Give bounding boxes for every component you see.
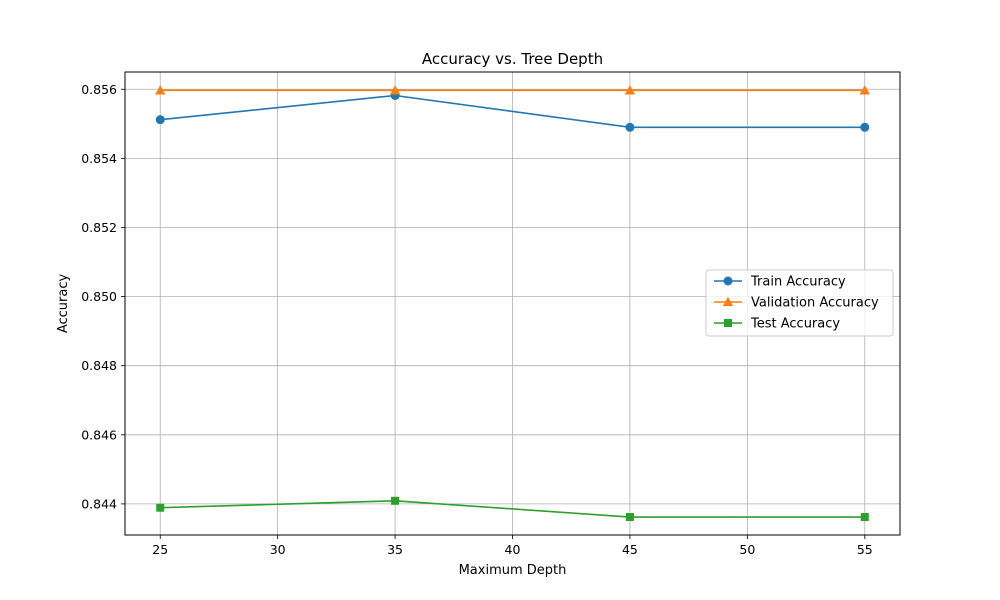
- test-accuracy-point: [156, 503, 165, 512]
- validation-accuracy-point: [624, 85, 636, 95]
- train-accuracy-point: [860, 122, 870, 132]
- test-accuracy-point: [625, 513, 634, 522]
- y-tick-label: 0.850: [81, 289, 117, 304]
- chart-title: Accuracy vs. Tree Depth: [422, 50, 603, 68]
- validation-accuracy-series: [155, 85, 870, 95]
- legend-item-test-accuracy: Test Accuracy: [714, 317, 840, 332]
- x-axis-title: Maximum Depth: [459, 563, 567, 578]
- test-accuracy-point: [391, 496, 400, 505]
- x-tick-label: 25: [152, 542, 168, 557]
- series-group: [155, 85, 870, 522]
- legend: Train Accuracy Validation Accuracy Test Ac…: [705, 269, 894, 337]
- x-tick-label: 50: [739, 542, 755, 557]
- legend-label: Test Accuracy: [750, 317, 840, 332]
- legend-marker: [722, 296, 734, 307]
- y-axis-title: Accuracy: [56, 274, 71, 334]
- ticks: 25 30 35 40 45 50 55 0.844 0.846 0.848 0.850 0.852 0…: [81, 82, 873, 557]
- x-tick-label: 45: [622, 542, 638, 557]
- test-accuracy-point: [860, 513, 869, 522]
- y-tick-label: 0.846: [81, 427, 117, 442]
- validation-accuracy-point: [389, 85, 401, 95]
- x-tick-label: 40: [505, 542, 521, 557]
- train-accuracy-point: [625, 122, 635, 132]
- x-tick-label: 35: [387, 542, 403, 557]
- validation-accuracy-point: [155, 85, 166, 95]
- test-accuracy-line: [160, 499, 865, 518]
- legend-item-validation-accuracy: Validation Accuracy: [714, 296, 879, 311]
- y-tick-label: 0.852: [81, 220, 117, 235]
- y-tick-label: 0.844: [81, 496, 117, 511]
- test-accuracy-series: [156, 496, 869, 522]
- validation-accuracy-point: [859, 85, 870, 95]
- legend-item-train-accuracy: Train Accuracy: [714, 275, 846, 290]
- y-tick-label: 0.848: [81, 358, 117, 373]
- legend-label: Train Accuracy: [750, 275, 846, 290]
- legend-marker: [724, 319, 732, 327]
- legend-frame: [705, 269, 894, 337]
- train-accuracy-line: [160, 94, 865, 129]
- legend-marker: [723, 276, 733, 286]
- train-accuracy-point: [155, 115, 165, 125]
- y-tick-label: 0.854: [81, 151, 117, 166]
- x-tick-label: 55: [857, 542, 873, 557]
- legend-label: Validation Accuracy: [751, 296, 879, 311]
- x-tick-label: 30: [270, 542, 286, 557]
- y-tick-label: 0.856: [81, 82, 117, 97]
